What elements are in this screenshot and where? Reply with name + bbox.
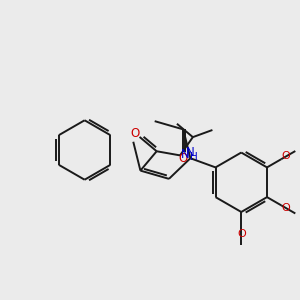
Text: O: O (130, 127, 140, 140)
Text: N: N (181, 148, 190, 161)
Text: O: O (282, 152, 290, 161)
Text: O: O (282, 203, 290, 213)
Text: N: N (186, 146, 195, 159)
Text: O: O (237, 229, 246, 239)
Text: O: O (178, 152, 188, 165)
Text: H: H (190, 152, 198, 163)
